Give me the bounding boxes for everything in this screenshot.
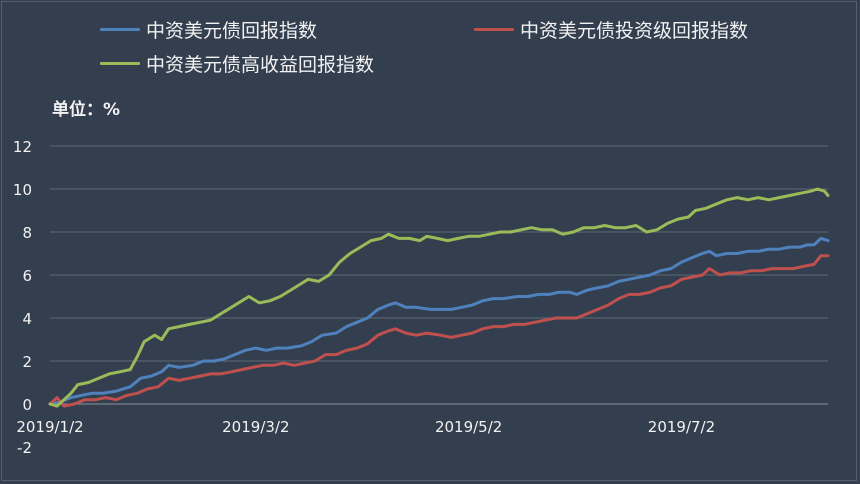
legend-item-investment-grade: 中资美元债投资级回报指数: [474, 16, 748, 43]
x-tick-label-0: 2019/1/2: [16, 418, 83, 436]
x-tick-label-2: 2019/5/2: [435, 418, 502, 436]
series-line-0: [48, 236, 830, 406]
y-tick-label-10: 10: [13, 181, 32, 199]
y-axis-ticks: 12 10 8 6 4 2 0 -2: [13, 138, 32, 457]
series-line-1: [48, 254, 830, 408]
x-tick-label-1: 2019/3/2: [222, 418, 289, 436]
legend-label-high-yield: 中资美元债高收益回报指数: [146, 54, 375, 76]
legend-swatch-investment-grade: [474, 28, 514, 31]
legend-label-total: 中资美元债回报指数: [146, 20, 318, 42]
legend-item-high-yield: 中资美元债高收益回报指数: [100, 50, 374, 77]
chart-legend: 中资美元债回报指数 中资美元债投资级回报指数 中资美元债高收益回报指数: [0, 0, 860, 90]
y-tick-label-2: 2: [22, 353, 32, 371]
y-tick-label--2: -2: [17, 439, 32, 457]
x-axis-ticks: 2019/1/2 2019/3/2 2019/5/2 2019/7/2: [16, 418, 715, 436]
series-lines: [48, 187, 830, 408]
y-tick-label-0: 0: [22, 396, 32, 414]
unit-label: 单位：%: [52, 100, 121, 120]
legend-swatch-total: [100, 28, 140, 31]
y-tick-label-4: 4: [22, 310, 32, 328]
y-tick-label-12: 12: [13, 138, 32, 156]
series-line-2: [48, 187, 830, 408]
legend-label-investment-grade: 中资美元债投资级回报指数: [520, 20, 749, 42]
x-tick-label-3: 2019/7/2: [648, 418, 715, 436]
legend-item-total: 中资美元债回报指数: [100, 16, 317, 43]
legend-swatch-high-yield: [100, 62, 140, 65]
y-tick-label-8: 8: [22, 224, 32, 242]
y-tick-label-6: 6: [22, 267, 32, 285]
